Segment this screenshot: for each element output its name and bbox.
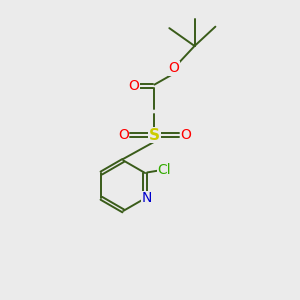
Text: N: N xyxy=(141,191,152,205)
Text: O: O xyxy=(128,79,139,93)
Text: O: O xyxy=(168,61,179,75)
Text: Cl: Cl xyxy=(158,163,171,177)
Text: O: O xyxy=(118,128,129,142)
Text: O: O xyxy=(180,128,191,142)
Text: S: S xyxy=(149,128,160,142)
